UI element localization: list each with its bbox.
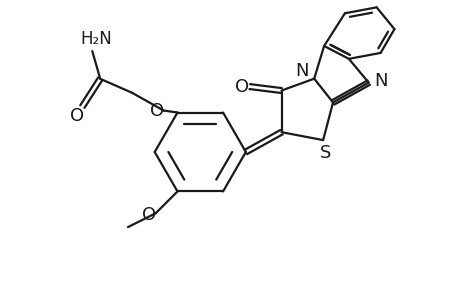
Text: N: N bbox=[295, 62, 308, 80]
Text: S: S bbox=[319, 144, 330, 162]
Text: O: O bbox=[234, 78, 248, 96]
Text: O: O bbox=[141, 206, 156, 224]
Text: N: N bbox=[373, 72, 386, 90]
Text: O: O bbox=[70, 107, 84, 125]
Text: O: O bbox=[149, 101, 163, 119]
Text: H₂N: H₂N bbox=[80, 30, 112, 48]
